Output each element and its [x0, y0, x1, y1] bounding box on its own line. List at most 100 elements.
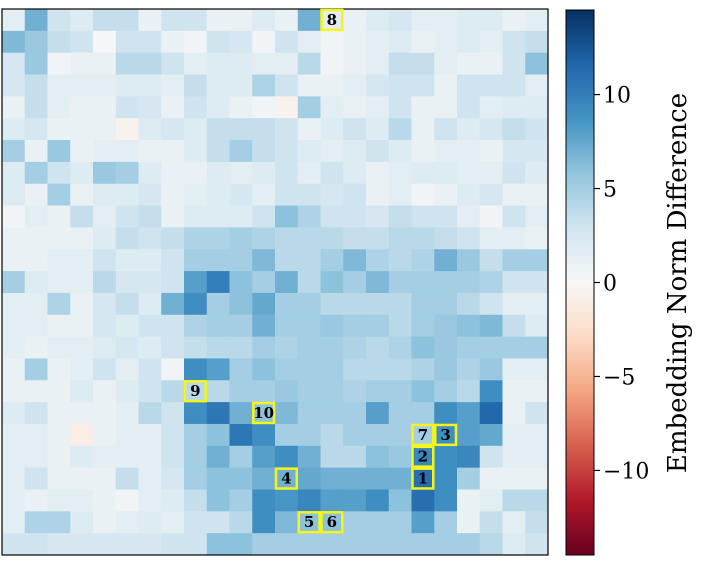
heatmap-cell	[93, 249, 117, 272]
heatmap-cell	[297, 445, 321, 469]
heatmap-cell	[206, 467, 230, 490]
heatmap-cell	[479, 183, 503, 206]
heatmap-cell	[252, 402, 276, 425]
heatmap-cell	[388, 336, 412, 359]
heatmap-cell	[366, 292, 390, 316]
heatmap-cell	[525, 271, 549, 294]
heatmap-cell	[343, 74, 367, 97]
heatmap-cell	[297, 467, 321, 490]
heatmap-cell	[206, 205, 230, 228]
heatmap-cell	[47, 96, 71, 119]
heatmap-cell	[184, 96, 208, 119]
heatmap-cell	[93, 314, 117, 337]
heatmap-cell	[366, 511, 390, 534]
heatmap-cell	[457, 74, 481, 97]
heatmap-cell	[161, 183, 185, 206]
heatmap-cell	[184, 227, 208, 250]
heatmap-cell	[138, 9, 162, 32]
heatmap-cell	[229, 74, 253, 97]
heatmap-cell	[2, 249, 26, 272]
marker-box	[411, 467, 435, 490]
heatmap-cell	[320, 533, 344, 556]
heatmap-cell	[388, 183, 412, 206]
heatmap-cell	[161, 96, 185, 119]
heatmap-cell	[297, 205, 321, 228]
heatmap-cell	[93, 183, 117, 206]
heatmap-cell	[297, 402, 321, 425]
heatmap-cell	[70, 423, 94, 447]
heatmap-cell	[297, 423, 321, 447]
heatmap-cell	[70, 533, 94, 556]
heatmap-cell	[206, 140, 230, 163]
heatmap-cell	[320, 467, 344, 490]
heatmap-cell	[320, 118, 344, 141]
heatmap-cell	[411, 358, 435, 381]
heatmap-cell	[366, 30, 390, 54]
heatmap-cell	[479, 118, 503, 141]
heatmap-cell	[411, 336, 435, 359]
heatmap-cell	[366, 96, 390, 119]
heatmap-cell	[70, 358, 94, 381]
heatmap-cell	[229, 205, 253, 228]
heatmap-cell	[24, 9, 48, 32]
heatmap-cell	[161, 161, 185, 185]
heatmap-cell	[206, 489, 230, 512]
heatmap-cell	[206, 445, 230, 469]
heatmap-cell	[388, 249, 412, 272]
heatmap-cell	[138, 314, 162, 337]
heatmap-cell	[229, 533, 253, 556]
marker-label: 9	[190, 382, 200, 400]
heatmap-cell	[24, 533, 48, 556]
marker-layer: 8 9 10 7 32 1 4 5 6	[183, 8, 458, 534]
heatmap-cell	[411, 30, 435, 54]
heatmap-cell	[479, 336, 503, 359]
heatmap-cell	[320, 511, 344, 534]
heatmap-cell	[2, 227, 26, 250]
heatmap-cell	[24, 358, 48, 381]
heatmap-cell	[343, 118, 367, 141]
heatmap-cell	[525, 314, 549, 337]
heatmap-cell	[2, 445, 26, 469]
heatmap-cell	[275, 183, 299, 206]
heatmap-cell	[206, 96, 230, 119]
heatmap-cell	[138, 205, 162, 228]
heatmap-cell	[297, 227, 321, 250]
heatmap-cell	[229, 380, 253, 403]
heatmap-cell	[434, 249, 458, 272]
heatmap-cell	[457, 402, 481, 425]
heatmap-cell	[275, 74, 299, 97]
heatmap-cell	[434, 445, 458, 469]
heatmap-cell	[525, 358, 549, 381]
heatmap-cell	[502, 30, 526, 54]
heatmap-cell	[184, 380, 208, 403]
heatmap-cell	[93, 358, 117, 381]
heatmap-cell	[525, 249, 549, 272]
heatmap-cell	[229, 227, 253, 250]
heatmap-cell	[161, 140, 185, 163]
heatmap-cell	[275, 402, 299, 425]
heatmap-cell	[479, 227, 503, 250]
heatmap-cell	[206, 52, 230, 75]
heatmap-cell	[184, 467, 208, 490]
heatmap-cell	[525, 9, 549, 32]
heatmap-cell	[47, 358, 71, 381]
heatmap-cell	[2, 358, 26, 381]
heatmap-cell	[24, 227, 48, 250]
heatmap-cell	[252, 380, 276, 403]
heatmap-cell	[275, 227, 299, 250]
heatmap-cell	[252, 227, 276, 250]
heatmap-cell	[47, 292, 71, 316]
heatmap-cell	[275, 161, 299, 185]
heatmap-cell	[343, 358, 367, 381]
heatmap-cell	[70, 402, 94, 425]
heatmap-cell	[388, 314, 412, 337]
heatmap-cell	[93, 533, 117, 556]
heatmap-cell	[275, 30, 299, 54]
heatmap-cell	[138, 380, 162, 403]
heatmap-cell	[525, 52, 549, 75]
heatmap-cell	[252, 205, 276, 228]
heatmap-cell	[366, 52, 390, 75]
heatmap-cell	[388, 511, 412, 534]
heatmap-cell	[252, 314, 276, 337]
heatmap-cell	[502, 271, 526, 294]
